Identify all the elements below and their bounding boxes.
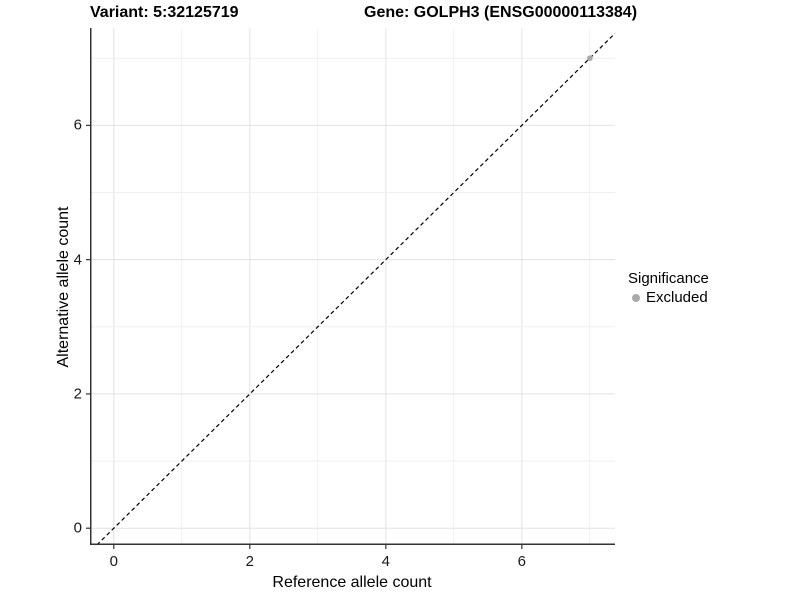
plot-panel (86, 28, 616, 549)
plot-title-gene: Gene: GOLPH3 (ENSG00000113384) (364, 4, 638, 21)
plot-title-variant: Variant: 5:32125719 (90, 4, 239, 21)
y-tick-label: 6 (73, 116, 82, 134)
x-tick-label: 0 (109, 553, 118, 570)
y-tick-label: 2 (73, 385, 82, 403)
legend: Significance Excluded (628, 270, 709, 306)
y-tick-label: 0 (73, 519, 82, 537)
data-point (587, 55, 593, 62)
legend-item-excluded: Excluded (628, 289, 709, 306)
x-tick-label: 2 (245, 553, 254, 570)
x-axis-title: Reference allele count (272, 574, 432, 591)
x-tick-label: 4 (381, 553, 390, 570)
y-tick-label: 4 (73, 251, 82, 269)
legend-point-icon (632, 293, 640, 302)
y-axis-title: Alternative allele count (55, 206, 72, 368)
legend-item-label: Excluded (646, 289, 708, 306)
legend-title: Significance (628, 270, 709, 287)
x-tick-label: 6 (517, 553, 526, 570)
plot-panel-svg (86, 28, 616, 549)
identity-dashed-line (96, 32, 616, 546)
